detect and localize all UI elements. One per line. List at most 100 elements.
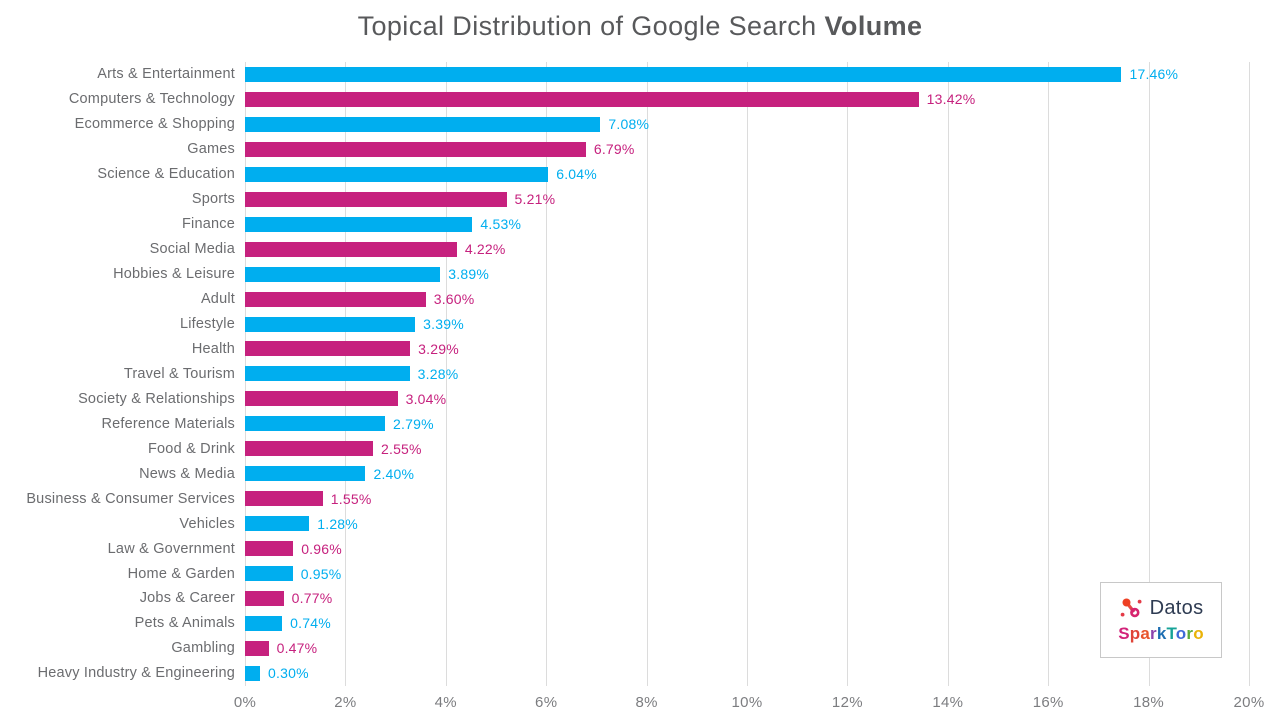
bar-rows: Arts & Entertainment 17.46% Computers & Te… (26, 62, 1249, 686)
sparktoro-letter: k (1156, 624, 1167, 643)
bar-row: Adult 3.60% (201, 287, 1249, 312)
x-tick-label: 16% (1032, 694, 1064, 711)
value-label: 4.53% (480, 216, 522, 233)
value-label: 0.74% (290, 615, 331, 632)
value-label: 6.79% (593, 141, 635, 158)
bar (245, 216, 473, 232)
bar-row: Sports 5.21% (192, 187, 1249, 212)
bar-row: Health 3.29% (192, 336, 1249, 361)
datos-network-icon (1119, 596, 1143, 620)
category-label: Finance (182, 216, 235, 233)
gridline (947, 62, 949, 686)
sparktoro-letter: o (1193, 624, 1204, 643)
category-label: Science & Education (97, 166, 235, 183)
bar (245, 416, 386, 432)
value-label: 1.28% (317, 515, 358, 532)
plot-area: Arts & Entertainment 17.46% Computers & Te… (26, 62, 1250, 686)
category-label: Pets & Animals (134, 615, 235, 632)
bar-row: Vehicles 1.28% (179, 511, 1249, 536)
x-axis: 0% 2% 4% 6% 8% 10% 12% 14% 16% 18% 20% (234, 694, 1264, 716)
bar (245, 391, 398, 407)
sparktoro-letter: T (1166, 624, 1176, 643)
bar (245, 116, 601, 132)
value-label: 3.89% (448, 266, 489, 283)
bar-row: Computers & Technology 13.42% (69, 87, 1249, 112)
bar-row: Social Media 4.22% (150, 237, 1249, 262)
x-tick-label: 0% (233, 694, 257, 711)
bar (245, 141, 586, 157)
value-label: 0.95% (300, 565, 342, 582)
bar-row: Food & Drink 2.55% (148, 436, 1249, 461)
gridline (747, 62, 748, 686)
bar-row: Jobs & Career 0.77% (140, 586, 1249, 611)
value-label: 6.04% (556, 166, 597, 183)
gridline (1249, 62, 1250, 686)
x-tick-label: 4% (434, 694, 457, 711)
category-label: Business & Consumer Services (26, 490, 235, 507)
value-label: 0.96% (301, 540, 342, 557)
value-label: 4.22% (464, 241, 506, 258)
category-label: Sports (191, 191, 235, 208)
value-label: 3.39% (423, 316, 464, 332)
value-label: 1.55% (330, 490, 372, 507)
bar (245, 640, 269, 656)
bar-row: Heavy Industry & Engineering 0.30% (38, 661, 1249, 686)
bar-row: Arts & Entertainment 17.46% (97, 62, 1249, 87)
bar (245, 566, 293, 582)
bar-row: Law & Government 0.96% (108, 536, 1249, 561)
sparktoro-letter: S (1118, 624, 1130, 643)
chart-title: Topical Distribution of Google Search Vo… (0, 11, 1280, 42)
category-label: Home & Garden (127, 565, 235, 582)
bar-row: Gambling 0.47% (171, 636, 1249, 661)
gridline (445, 62, 447, 686)
x-tick-label: 10% (731, 694, 763, 711)
gridline (1148, 62, 1150, 686)
value-label: 7.08% (608, 116, 650, 133)
bar (245, 541, 294, 557)
x-tick-label: 2% (334, 694, 357, 711)
value-label: 5.21% (514, 191, 556, 208)
category-label: Gambling (171, 640, 235, 657)
gridline (546, 62, 548, 686)
sparktoro-letter: r (1149, 624, 1157, 643)
category-label: Arts & Entertainment (97, 66, 235, 83)
sparktoro-wordmark: SparkToro (1118, 624, 1204, 644)
x-tick-label: 12% (831, 694, 863, 711)
value-label: 0.30% (268, 665, 309, 682)
bar-row: Lifestyle 3.39% (180, 312, 1249, 337)
category-label: Health (191, 340, 235, 357)
x-tick-label: 6% (535, 694, 558, 711)
value-label: 0.77% (291, 590, 333, 607)
category-label: Games (187, 141, 235, 158)
bar (245, 266, 441, 282)
bar (245, 66, 1122, 82)
value-label: 3.28% (417, 365, 459, 382)
bar (245, 516, 310, 532)
bar-row: Science & Education 6.04% (97, 162, 1249, 187)
category-label: Social Media (149, 241, 235, 258)
category-label: Jobs & Career (139, 590, 235, 607)
value-label: 3.60% (433, 291, 475, 308)
bar (245, 466, 366, 482)
bar (245, 191, 507, 207)
bar-row: Society & Relationships 3.04% (78, 386, 1249, 411)
gridline (1048, 62, 1050, 686)
sparktoro-letter: r (1186, 624, 1194, 643)
gridline (646, 62, 648, 686)
category-label: Vehicles (179, 515, 235, 532)
bar (245, 241, 457, 257)
bar (245, 341, 411, 357)
category-label: Reference Materials (101, 415, 235, 432)
sparktoro-letter: o (1175, 624, 1187, 643)
datos-sparktoro-logo: Datos SparkToro (1100, 582, 1222, 658)
category-label: Ecommerce & Shopping (74, 116, 235, 133)
x-tick-label: 18% (1133, 694, 1165, 711)
category-label: Food & Drink (147, 440, 235, 457)
value-label: 2.79% (393, 415, 434, 432)
bar (245, 366, 410, 382)
category-label: Adult (200, 291, 235, 308)
x-tick-label: 8% (635, 694, 658, 711)
value-label: 13.42% (926, 91, 976, 108)
value-label: 17.46% (1129, 66, 1179, 83)
chart-title-bold: Volume (824, 11, 923, 41)
